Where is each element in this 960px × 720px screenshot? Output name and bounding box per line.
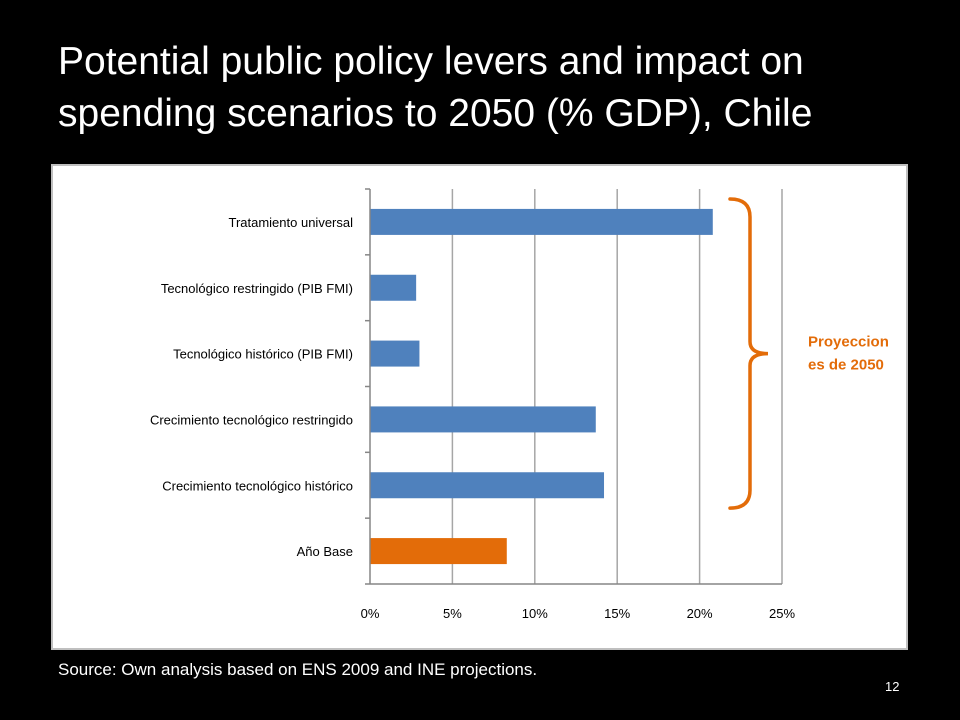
category-label: Crecimiento tecnológico restringido (150, 412, 353, 427)
grid-lines (451, 189, 783, 584)
projection-brace: Proyeccion es de 2050 (728, 197, 889, 510)
tick-label: 0% (361, 606, 380, 621)
category-label: Tratamiento universal (228, 215, 353, 230)
category-label: Tecnológico histórico (PIB FMI) (173, 347, 353, 362)
annotation-line-2: es de 2050 (808, 357, 884, 374)
bar (370, 340, 420, 367)
tick-label: 15% (604, 606, 630, 621)
source-note: Source: Own analysis based on ENS 2009 a… (58, 660, 538, 679)
tick-label: 20% (687, 606, 713, 621)
chart-panel: Tratamiento universal Tecnológico restrin… (51, 164, 908, 650)
bar (370, 208, 713, 235)
bars (370, 208, 713, 565)
bar (370, 538, 507, 565)
bar (370, 472, 605, 499)
axes (365, 188, 782, 585)
category-label: Año Base (297, 544, 353, 559)
tick-label: 5% (443, 606, 462, 621)
category-label: Crecimiento tecnológico histórico (162, 478, 353, 493)
tick-label: 10% (522, 606, 548, 621)
tick-label: 25% (769, 606, 795, 621)
bar (370, 406, 596, 433)
slide-title: Potential public policy levers and impac… (58, 40, 813, 135)
tick-labels: 0% 5% 10% 15% 20% 25% (361, 606, 796, 621)
bar (370, 274, 417, 301)
annotation-line-1: Proyeccion (808, 334, 889, 351)
curly-brace (728, 197, 769, 510)
category-labels: Tratamiento universal Tecnológico restrin… (150, 215, 353, 559)
bar-chart: Tratamiento universal Tecnológico restrin… (150, 188, 889, 621)
slide-number: 12 (885, 679, 900, 694)
category-label: Tecnológico restringido (PIB FMI) (161, 281, 353, 296)
